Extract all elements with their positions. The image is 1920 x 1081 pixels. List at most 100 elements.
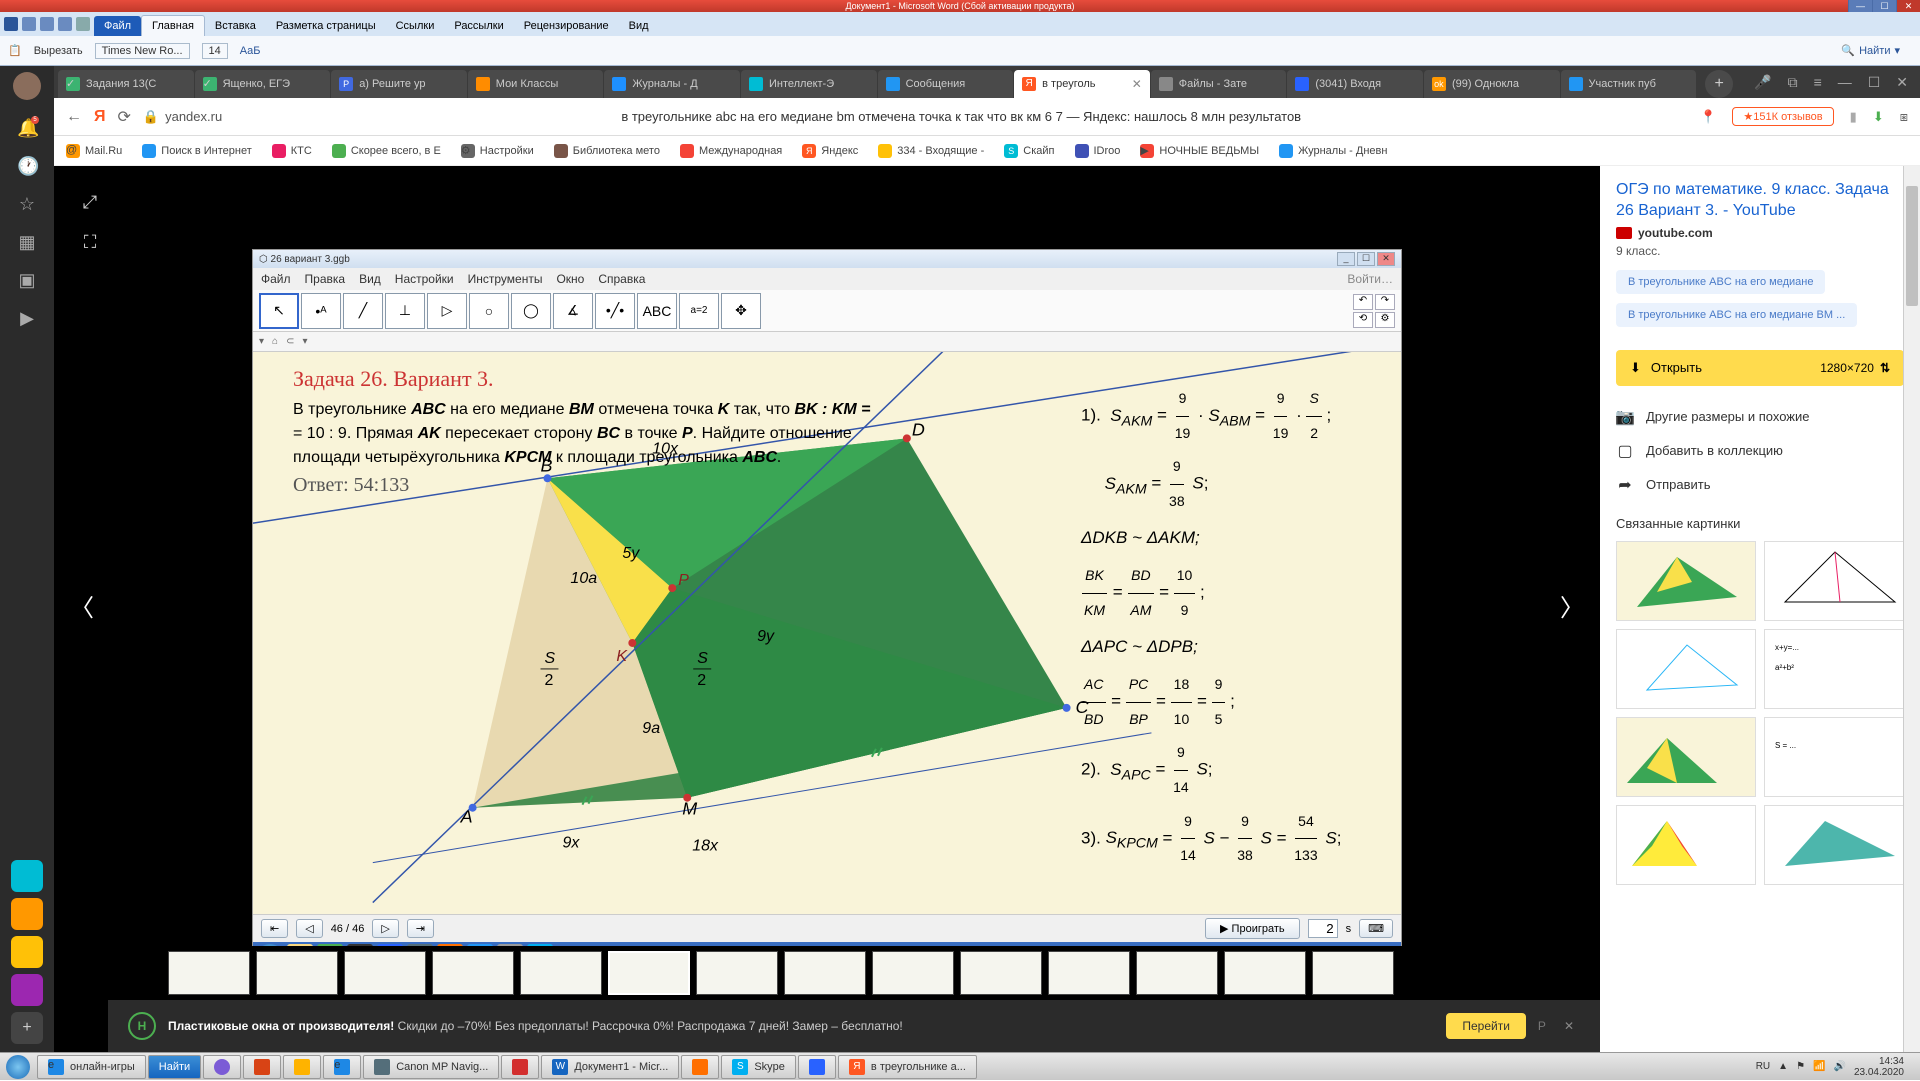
browser-tab[interactable]: (3041) Входя <box>1287 70 1423 98</box>
browser-tab[interactable]: Сообщения <box>878 70 1014 98</box>
tab-close-icon[interactable]: ✕ <box>1132 77 1142 91</box>
ggb-tool-angle[interactable]: ∡ <box>553 293 593 329</box>
collections-icon[interactable]: ▦ <box>17 232 37 252</box>
ggb-first[interactable]: ⇤ <box>261 919 288 938</box>
prev-image-button[interactable]: 〈 <box>62 579 102 639</box>
back-button[interactable]: ← <box>66 108 82 126</box>
word-styles-icon[interactable]: AaБ <box>240 45 261 57</box>
strip-thumb[interactable] <box>872 951 954 995</box>
taskbar-item[interactable]: eонлайн-игры <box>37 1055 146 1079</box>
strip-thumb[interactable] <box>1048 951 1130 995</box>
ggb-play-button[interactable]: ▶ Проиграть <box>1205 918 1300 939</box>
ggb-menu-view[interactable]: Вид <box>359 272 381 286</box>
browser-maximize[interactable]: ☐ <box>1868 74 1881 91</box>
rail-app-4[interactable] <box>11 974 43 1006</box>
strip-thumb[interactable] <box>520 951 602 995</box>
related-thumb[interactable] <box>1764 805 1904 885</box>
related-thumb[interactable] <box>1616 805 1756 885</box>
bookmark-item[interactable]: ЯЯндекс <box>802 144 858 158</box>
action-share[interactable]: ➦Отправить <box>1616 468 1904 502</box>
word-tab-layout[interactable]: Разметка страницы <box>266 16 386 36</box>
word-minimize[interactable]: — <box>1848 0 1872 12</box>
tray-up-icon[interactable]: ▲ <box>1778 1061 1788 1072</box>
ad-close[interactable]: ✕ <box>1558 1019 1580 1033</box>
strip-thumb[interactable] <box>1136 951 1218 995</box>
ggb-tool-text[interactable]: ABC <box>637 293 677 329</box>
browser-tab[interactable]: ok(99) Однокла <box>1424 70 1560 98</box>
word-tab-home[interactable]: Главная <box>141 15 205 36</box>
bookmark-item[interactable]: Журналы - Дневн <box>1279 144 1387 158</box>
taskbar-item[interactable]: e <box>323 1055 361 1079</box>
expand-icon[interactable]: ⤢ <box>74 186 106 218</box>
ggb-menu-file[interactable]: Файл <box>261 272 291 286</box>
bookmark-icon[interactable]: ▮ <box>1850 109 1857 125</box>
ggb-tool-perp[interactable]: ⊥ <box>385 293 425 329</box>
word-font-box[interactable]: Times New Ro... <box>95 43 190 59</box>
ggb-menu-settings[interactable]: Настройки <box>395 272 454 286</box>
related-thumb[interactable] <box>1764 541 1904 621</box>
query-chip[interactable]: В треугольнике ABC на его медиане BM ... <box>1616 303 1857 327</box>
word-tab-view[interactable]: Вид <box>619 16 659 36</box>
browser-tab[interactable]: Мои Классы <box>468 70 604 98</box>
word-maximize[interactable]: ☐ <box>1872 0 1896 12</box>
taskbar-item[interactable] <box>283 1055 321 1079</box>
yandex-logo[interactable]: Я <box>94 108 106 126</box>
bookmark-item[interactable]: 334 - Входящие - <box>878 144 984 158</box>
action-collect[interactable]: ▢Добавить в коллекцию <box>1616 434 1904 468</box>
strip-thumb[interactable] <box>1224 951 1306 995</box>
ggb-login[interactable]: Войти… <box>1347 272 1393 286</box>
word-cut[interactable]: Вырезать <box>34 45 83 57</box>
notifications-icon[interactable]: 🔔5 <box>17 118 37 138</box>
ggb-tool-cursor[interactable]: ↖ <box>259 293 299 329</box>
action-similar[interactable]: 📷Другие размеры и похожие <box>1616 400 1904 434</box>
source-row[interactable]: youtube.com <box>1616 226 1904 240</box>
strip-thumb[interactable] <box>256 951 338 995</box>
taskbar-clock[interactable]: 14:34 23.04.2020 <box>1854 1056 1910 1078</box>
extensions-icon[interactable]: ⧆ <box>1900 109 1908 125</box>
taskbar-item[interactable]: Canon MP Navig... <box>363 1055 499 1079</box>
ggb-undo[interactable]: ↶ <box>1353 294 1373 310</box>
browser-tab[interactable]: ✓Ященко, ЕГЭ <box>195 70 331 98</box>
ggb-menu-window[interactable]: Окно <box>556 272 584 286</box>
bookmark-item[interactable]: IDroo <box>1075 144 1121 158</box>
crop-icon[interactable]: ⛶ <box>74 226 106 258</box>
word-size-box[interactable]: 14 <box>202 43 228 59</box>
menu-icon[interactable]: ≡ <box>1814 74 1822 90</box>
ggb-tool-polygon[interactable]: ▷ <box>427 293 467 329</box>
browser-tab-active[interactable]: Яв треуголь✕ <box>1014 70 1150 98</box>
ggb-prev[interactable]: ◁ <box>296 919 322 938</box>
strip-thumb[interactable] <box>344 951 426 995</box>
ggb-last[interactable]: ⇥ <box>407 919 434 938</box>
browser-close[interactable]: ✕ <box>1896 74 1908 91</box>
taskbar-item[interactable] <box>798 1055 836 1079</box>
taskbar-item[interactable]: Яв треугольнике a... <box>838 1055 977 1079</box>
bookmark-item[interactable]: ⚙Настройки <box>461 144 534 158</box>
bookmark-item[interactable]: Международная <box>680 144 782 158</box>
taskbar-item[interactable] <box>243 1055 281 1079</box>
word-tab-mail[interactable]: Рассылки <box>444 16 513 36</box>
qat-save-icon[interactable] <box>22 17 36 31</box>
browser-minimize[interactable]: — <box>1838 74 1852 90</box>
rail-app-2[interactable] <box>11 898 43 930</box>
ggb-tool-line[interactable]: ╱ <box>343 293 383 329</box>
ad-go-button[interactable]: Перейти <box>1446 1013 1526 1039</box>
taskbar-item[interactable]: WДокумент1 - Micr... <box>541 1055 679 1079</box>
rail-app-3[interactable] <box>11 936 43 968</box>
strip-thumb[interactable] <box>608 951 690 995</box>
tray-flag-icon[interactable]: ⚑ <box>1796 1061 1805 1072</box>
related-thumb[interactable] <box>1616 629 1756 709</box>
browser-tab[interactable]: ✓Задания 13(С <box>58 70 194 98</box>
resolution-selector[interactable]: 1280×720 ⇅ <box>1820 361 1890 375</box>
taskbar-item[interactable]: SSkype <box>721 1055 796 1079</box>
strip-thumb[interactable] <box>168 951 250 995</box>
bookmark-item[interactable]: Поиск в Интернет <box>142 144 251 158</box>
related-thumb[interactable] <box>1616 541 1756 621</box>
ggb-input-bar[interactable]: ▾⌂⊂▾ <box>253 332 1401 352</box>
download-arrow-icon[interactable]: ⬇ <box>1873 109 1884 125</box>
ggb-tool-circle[interactable]: ○ <box>469 293 509 329</box>
ggb-close[interactable]: ✕ <box>1377 252 1395 266</box>
ggb-min[interactable]: _ <box>1337 252 1355 266</box>
qat-redo-icon[interactable] <box>58 17 72 31</box>
taskbar-item[interactable]: Найти <box>148 1055 201 1079</box>
info-scrollbar[interactable] <box>1903 166 1920 1052</box>
